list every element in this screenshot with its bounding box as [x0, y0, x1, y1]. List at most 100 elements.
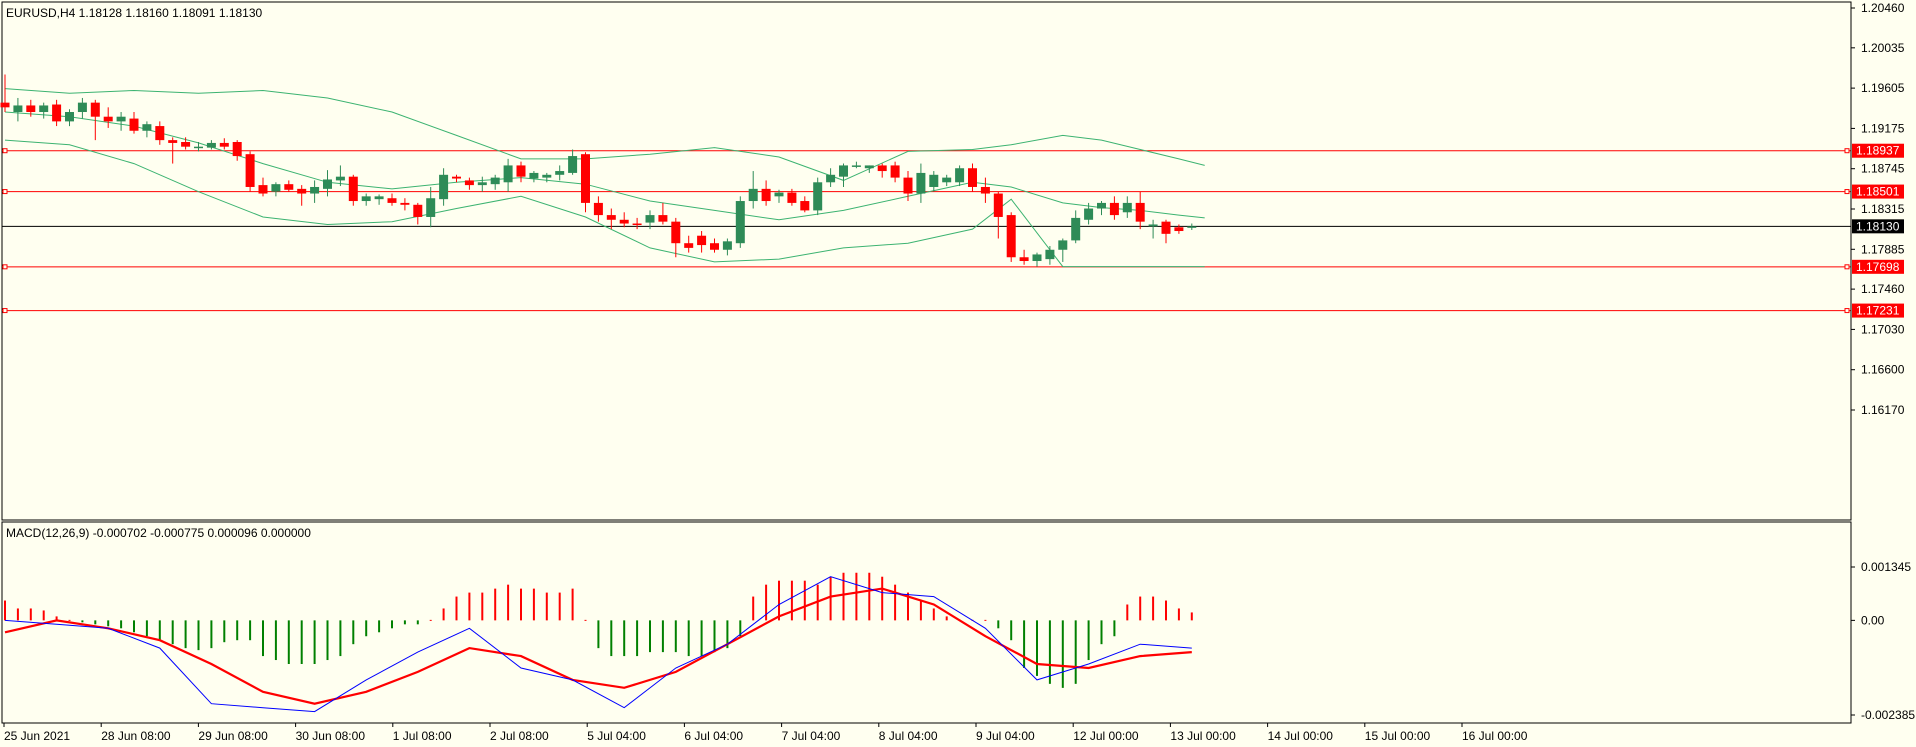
current-price-label: 1.18130 [1856, 219, 1900, 233]
main-header: EURUSD,H4 1.18128 1.18160 1.18091 1.1813… [6, 6, 263, 20]
candle-body [258, 185, 268, 194]
candle-body [1187, 226, 1197, 228]
candle-body [1071, 217, 1081, 241]
candle-body [1058, 240, 1068, 250]
candle-body [13, 105, 23, 113]
level-price-label: 1.18501 [1856, 185, 1900, 199]
candle-body [219, 142, 229, 147]
time-tick-label: 1 Jul 08:00 [393, 729, 452, 743]
candle-body [452, 176, 461, 179]
candle-body [245, 154, 255, 187]
candle-body [851, 165, 861, 167]
candle-body [632, 223, 642, 226]
candle-body [335, 176, 345, 181]
price-tick-label: 1.18745 [1861, 162, 1905, 176]
candle-body [748, 188, 758, 202]
candle-body [1122, 202, 1132, 213]
candle-body [916, 172, 926, 194]
candle-body [671, 221, 681, 244]
time-tick-label: 16 Jul 00:00 [1462, 729, 1528, 743]
candle-body [1032, 254, 1042, 262]
level-price-tag [1852, 184, 1904, 199]
candle-body [400, 202, 410, 205]
candle-body [929, 174, 939, 187]
candle-body [542, 174, 552, 178]
candle-body [697, 235, 707, 246]
macd-histogram [4, 572, 1193, 688]
band-upper-line [4, 88, 1205, 181]
candle-body [1019, 257, 1029, 262]
level-price-label: 1.17698 [1856, 260, 1900, 274]
candle-body [490, 177, 500, 185]
candle-body [1135, 202, 1145, 222]
price-tick-label: 1.20460 [1861, 1, 1905, 15]
candle-body [1174, 227, 1184, 232]
candle-body [116, 116, 126, 122]
candle-body [155, 126, 165, 141]
time-tick-label: 25 Jun 2021 [4, 729, 70, 743]
time-tick-label: 14 Jul 00:00 [1268, 729, 1334, 743]
candle-body [800, 201, 810, 211]
candle-body [26, 105, 36, 113]
candle-body [529, 172, 539, 179]
candle-body [813, 182, 823, 211]
price-tick-label: 1.19175 [1861, 121, 1905, 135]
candle-body [142, 124, 152, 131]
time-tick-label: 7 Jul 04:00 [782, 729, 841, 743]
candle-body [503, 165, 513, 183]
candle-body [826, 174, 836, 183]
candle-body [194, 146, 203, 149]
candle-body [39, 105, 49, 113]
price-tick-label: 1.16170 [1861, 403, 1905, 417]
price-tick-label: 1.19605 [1861, 81, 1905, 95]
candlestick-series [0, 74, 1197, 267]
candle-body [516, 165, 526, 177]
candle-body [980, 186, 990, 194]
candle-body [1161, 221, 1171, 234]
time-tick-label: 2 Jul 08:00 [490, 729, 549, 743]
candle-body [1006, 215, 1016, 258]
time-tick-label: 30 Jun 08:00 [296, 729, 366, 743]
candle-body [103, 116, 113, 122]
time-tick-label: 5 Jul 04:00 [587, 729, 646, 743]
bollinger-bands [4, 88, 1205, 268]
candle-body [90, 102, 100, 117]
candle-body [232, 142, 242, 157]
candle-body [361, 196, 371, 202]
candle-body [1097, 202, 1106, 209]
candle-body [903, 177, 913, 194]
candle-body [77, 102, 87, 113]
candle-body [581, 154, 590, 203]
macd-signal-line [4, 587, 1192, 705]
candle-body [206, 142, 216, 148]
price-tags: 1.18937 1.18501 1.17698 1.17231 1.18130 [1852, 143, 1904, 318]
macd-tick-label: -0.002385 [1861, 708, 1915, 722]
candle-body [593, 202, 603, 216]
candle-body [955, 168, 965, 183]
macd-header: MACD(12,26,9) -0.000702 -0.000775 0.0000… [6, 526, 311, 540]
candle-body [374, 196, 384, 200]
candle-body [181, 142, 191, 147]
candle-body [52, 104, 62, 122]
time-tick-label: 29 Jun 08:00 [198, 729, 268, 743]
price-axis: 1.20460 1.20035 1.19605 1.19175 1.18745 1.183… [1850, 1, 1905, 520]
candle-body [555, 171, 565, 175]
candle-body [645, 215, 655, 223]
current-price-tag [1852, 219, 1904, 234]
level-price-tag [1852, 143, 1904, 158]
macd-lines [4, 576, 1192, 713]
candle-body [839, 165, 848, 177]
level-handle [1844, 308, 1850, 314]
time-tick-label: 28 Jun 08:00 [101, 729, 171, 743]
candle-body [1109, 202, 1119, 216]
candle-body [968, 168, 977, 187]
candle-body [65, 112, 74, 122]
band-lower-line [4, 139, 1205, 268]
candle-body [890, 165, 900, 178]
macd-main-line [4, 576, 1192, 713]
candle-body [722, 241, 732, 250]
band-middle-line [4, 111, 1205, 221]
candle-body [413, 204, 423, 217]
